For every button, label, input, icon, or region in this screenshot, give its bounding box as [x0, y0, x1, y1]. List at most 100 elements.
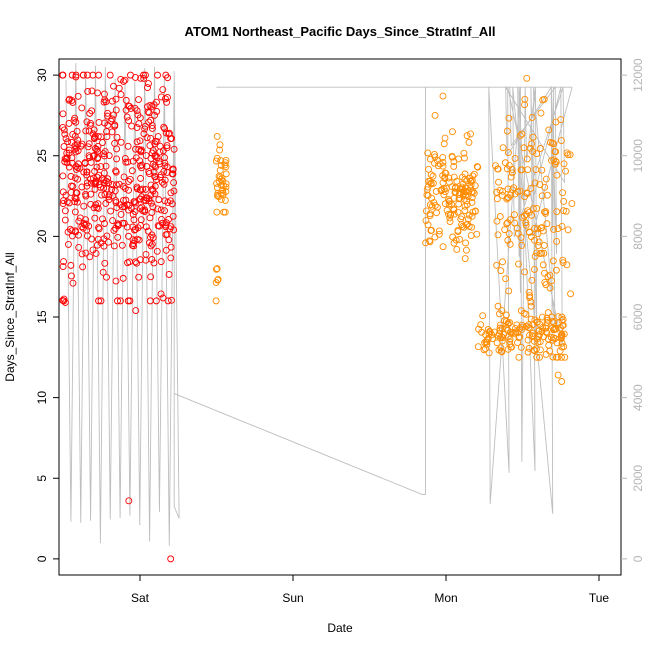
y-tick-label: 10: [35, 391, 49, 405]
point-series-1: [123, 201, 131, 209]
point-series-1: [100, 98, 108, 106]
point-series-2: [449, 128, 456, 136]
point-series-2: [504, 326, 512, 334]
point-series-2: [220, 208, 228, 216]
point-series-2: [497, 267, 505, 275]
point-series-1: [149, 203, 157, 211]
point-series-2: [534, 318, 541, 326]
point-series-2: [446, 214, 454, 222]
point-series-2: [544, 309, 552, 317]
point-series-2: [522, 219, 530, 227]
point-series-1: [95, 181, 103, 189]
point-series-2: [422, 217, 430, 225]
point-series-1: [89, 246, 97, 254]
point-series-1: [100, 150, 108, 158]
point-series-1: [150, 101, 158, 109]
point-series-1: [91, 214, 99, 222]
point-series-2: [474, 163, 482, 171]
point-series-2: [547, 139, 554, 146]
point-series-2: [533, 249, 541, 257]
point-series-1: [105, 191, 113, 199]
point-series-2: [426, 238, 434, 246]
point-series-2: [465, 138, 473, 146]
point-series-2: [527, 302, 535, 310]
point-series-2: [461, 207, 469, 215]
point-series-1: [74, 140, 82, 148]
point-series-2: [533, 150, 541, 158]
point-series-1: [146, 297, 154, 305]
point-series-1: [95, 224, 102, 232]
point-series-1: [83, 168, 91, 176]
point-series-1: [87, 190, 95, 198]
point-series-2: [538, 249, 546, 257]
point-series-1: [153, 107, 161, 115]
point-series-2: [470, 170, 478, 178]
point-series-1: [145, 170, 153, 177]
point-series-1: [93, 173, 101, 181]
point-series-2: [213, 265, 221, 273]
point-series-1: [61, 207, 69, 215]
point-series-1: [98, 191, 105, 199]
point-series-1: [148, 124, 156, 132]
scatter-points: [59, 71, 576, 563]
point-series-2: [515, 260, 522, 268]
point-series-2: [556, 347, 564, 355]
point-series-1: [109, 192, 117, 200]
point-series-1: [142, 223, 150, 231]
point-series-2: [550, 226, 558, 233]
x-axis-label: Date: [327, 621, 353, 635]
point-series-1: [128, 122, 136, 130]
point-series-1: [67, 172, 75, 180]
point-series-2: [558, 313, 566, 321]
point-series-2: [477, 321, 485, 329]
point-series-1: [152, 137, 159, 145]
point-series-2: [433, 209, 440, 217]
point-series-2: [562, 207, 570, 215]
point-series-1: [167, 135, 175, 143]
point-series-1: [109, 217, 117, 225]
point-series-2: [554, 353, 562, 361]
point-series-2: [552, 157, 560, 165]
point-series-1: [73, 189, 81, 197]
point-series-1: [161, 95, 169, 103]
point-series-1: [138, 146, 145, 154]
point-series-2: [499, 334, 507, 342]
point-series-1: [155, 222, 163, 230]
point-series-1: [163, 144, 171, 152]
point-series-1: [61, 155, 69, 163]
point-series-2: [445, 174, 453, 182]
point-series-2: [543, 191, 551, 199]
point-series-1: [163, 142, 171, 150]
point-series-1: [99, 139, 106, 146]
point-series-1: [130, 242, 138, 250]
point-series-1: [125, 186, 133, 194]
point-series-1: [112, 277, 120, 285]
point-series-1: [135, 96, 142, 103]
point-series-1: [111, 121, 119, 129]
point-series-1: [68, 227, 76, 235]
point-series-2: [496, 324, 504, 332]
point-series-2: [461, 175, 469, 183]
point-series-2: [431, 111, 439, 119]
point-series-1: [88, 235, 96, 243]
point-series-2: [454, 228, 462, 236]
point-series-1: [144, 227, 152, 235]
point-series-1: [110, 227, 118, 234]
point-series-1: [112, 199, 120, 206]
point-series-1: [59, 71, 67, 79]
point-series-1: [162, 221, 170, 229]
point-series-1: [68, 71, 76, 79]
point-series-1: [100, 179, 108, 187]
point-series-2: [222, 170, 230, 178]
point-series-2: [436, 160, 444, 168]
point-series-2: [558, 317, 566, 325]
point-series-2: [525, 344, 533, 352]
point-series-1: [72, 144, 80, 152]
point-series-2: [446, 218, 454, 226]
point-series-2: [439, 153, 447, 161]
point-series-1: [69, 182, 77, 190]
point-series-1: [166, 225, 174, 233]
point-series-2: [474, 343, 482, 351]
point-series-2: [558, 353, 565, 361]
point-series-2: [505, 287, 513, 295]
